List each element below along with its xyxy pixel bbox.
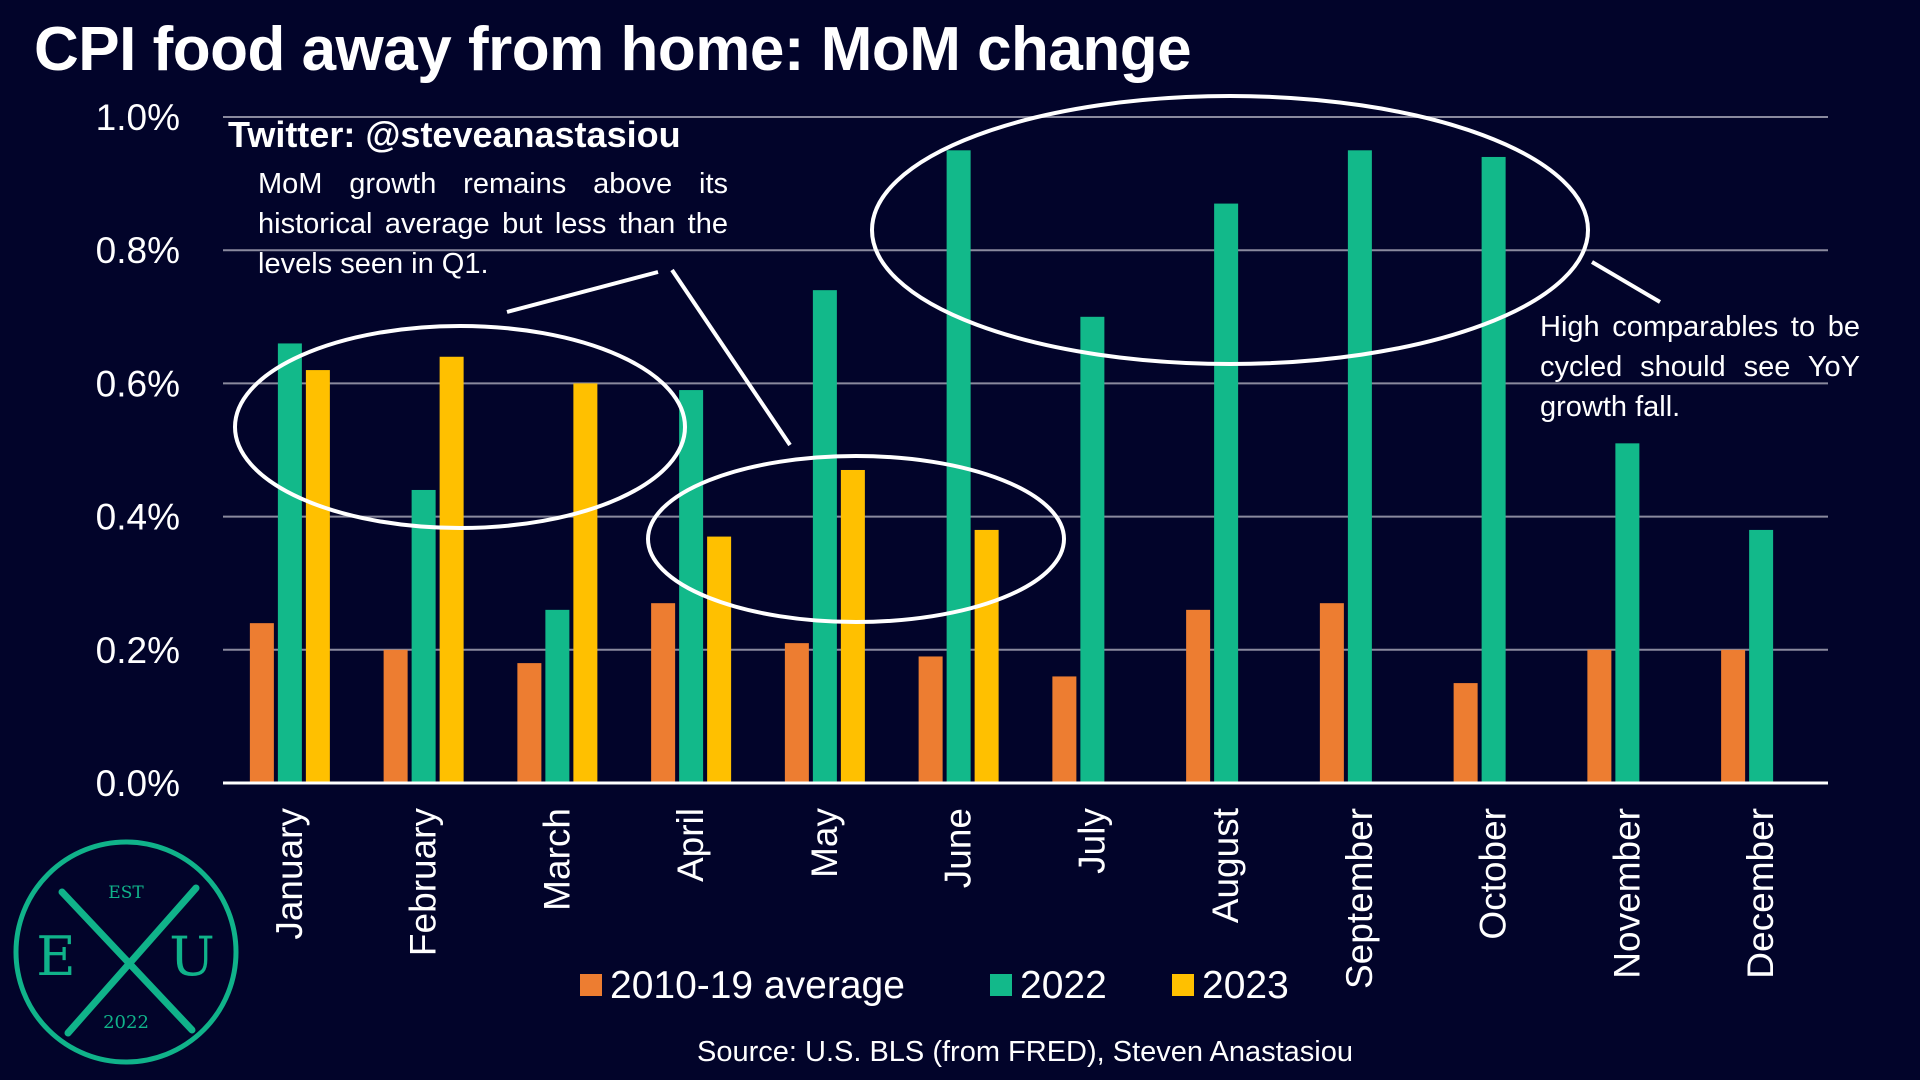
bar — [383, 649, 408, 783]
bar — [249, 623, 274, 783]
x-tick-label: October — [1473, 808, 1514, 940]
bar — [439, 356, 464, 783]
x-tick-label: November — [1606, 808, 1647, 979]
bar — [918, 656, 943, 783]
legend-label: 2023 — [1202, 964, 1289, 1007]
x-tick-label: June — [938, 808, 979, 888]
x-tick-label: March — [536, 808, 577, 911]
legend-label: 2010-19 average — [610, 964, 905, 1007]
x-tick-label: January — [269, 808, 310, 940]
y-tick-label: 0.4% — [96, 497, 180, 538]
bar — [545, 609, 570, 783]
logo-text-left: E — [36, 925, 75, 988]
highlight-ellipse-q1 — [233, 324, 687, 530]
bar — [1319, 603, 1344, 783]
bar — [517, 663, 542, 783]
bar — [840, 469, 865, 783]
logo-circle — [13, 839, 239, 1065]
y-tick-label: 0.6% — [96, 363, 180, 404]
y-tick-label: 1.0% — [96, 97, 180, 138]
bar — [946, 150, 971, 784]
x-tick-label: September — [1339, 808, 1380, 989]
bar — [1721, 649, 1746, 783]
annotation-high-comparables-note: High comparables to be cycled should see… — [1540, 311, 1860, 423]
y-tick-label: 0.2% — [96, 630, 180, 671]
legend-swatch — [990, 974, 1012, 996]
y-tick-label: 0.8% — [96, 230, 180, 271]
x-tick-label: August — [1205, 807, 1246, 923]
legend-label: 2022 — [1020, 964, 1107, 1007]
bar — [1749, 529, 1774, 783]
bar — [1214, 203, 1239, 783]
y-tick-label: 0.0% — [96, 763, 180, 804]
logo-stroke — [58, 888, 196, 1034]
x-tick-label: July — [1071, 808, 1112, 874]
bar — [1080, 316, 1105, 783]
bar — [784, 643, 809, 783]
bar — [1052, 676, 1077, 783]
annotation-q1-note: MoM growth remains above its historical … — [258, 168, 728, 280]
chart-title: CPI food away from home: MoM change — [34, 15, 1192, 84]
twitter-handle: Twitter: @steveanastasiou — [228, 114, 681, 155]
logo-text-right: U — [169, 925, 215, 988]
bar — [974, 529, 999, 783]
logo-stroke — [64, 884, 200, 1037]
bar — [812, 290, 837, 783]
bar — [305, 370, 330, 783]
highlight-ellipse-h2-2022 — [870, 94, 1590, 366]
bar — [1587, 649, 1612, 783]
bar — [1186, 609, 1211, 783]
bar — [1453, 683, 1478, 783]
bar — [1615, 443, 1640, 783]
bar — [1347, 150, 1372, 784]
bar — [573, 383, 598, 783]
legend-swatch — [580, 974, 602, 996]
bar — [651, 603, 676, 783]
x-tick-label: December — [1740, 808, 1781, 979]
x-tick-label: February — [403, 808, 444, 957]
logo-text-bottom: 2022 — [103, 1012, 149, 1033]
legend-swatch — [1172, 974, 1194, 996]
pointer-line — [1590, 260, 1662, 304]
bar — [277, 343, 302, 783]
x-tick-label: May — [804, 808, 845, 878]
source-note: Source: U.S. BLS (from FRED), Steven Ana… — [697, 1036, 1353, 1068]
bar — [411, 489, 436, 783]
pointer-line — [670, 268, 792, 447]
bar — [679, 390, 704, 783]
bar — [707, 536, 732, 783]
bar — [1481, 156, 1506, 783]
x-tick-label: April — [670, 808, 711, 882]
highlight-ellipse-q2 — [646, 454, 1066, 624]
logo-text-top: EST — [108, 883, 144, 903]
